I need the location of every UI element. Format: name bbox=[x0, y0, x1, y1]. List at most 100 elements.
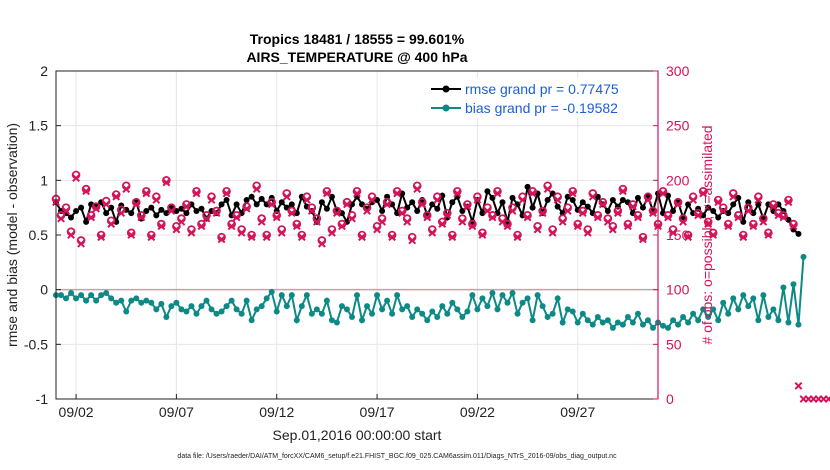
obs-assimilated-marker bbox=[162, 178, 171, 187]
bias-point bbox=[700, 306, 707, 313]
bias-point bbox=[298, 303, 305, 310]
bias-point bbox=[564, 306, 571, 313]
rmse-point bbox=[253, 201, 260, 208]
bias-point bbox=[660, 322, 667, 329]
bias-point bbox=[429, 308, 436, 315]
legend-box bbox=[427, 78, 653, 118]
bias-point bbox=[303, 292, 310, 299]
obs-assimilated-marker bbox=[167, 207, 176, 215]
obs-assimilated-marker bbox=[659, 189, 667, 198]
obs-assimilated-marker bbox=[649, 209, 657, 218]
rmse-point bbox=[569, 197, 576, 204]
y-right-tick-label: 300 bbox=[666, 63, 690, 79]
bias-point bbox=[354, 292, 360, 299]
obs-assimilated-marker bbox=[358, 233, 366, 242]
bias-point bbox=[529, 317, 536, 324]
obs-assimilated-marker bbox=[779, 213, 788, 222]
obs-assimilated-marker bbox=[348, 214, 356, 223]
obs-assimilated-marker bbox=[267, 200, 276, 209]
bias-point bbox=[238, 310, 245, 317]
obs-assimilated-marker bbox=[468, 222, 477, 231]
obs-assimilated-marker bbox=[147, 233, 156, 242]
y-tick-label: -1 bbox=[36, 391, 49, 407]
obs-assimilated-marker bbox=[493, 189, 502, 198]
bias-point bbox=[449, 299, 456, 306]
obs-assimilated-marker bbox=[338, 222, 346, 231]
rmse-point bbox=[243, 197, 250, 204]
bias-point bbox=[223, 303, 230, 310]
bias-point bbox=[589, 321, 596, 328]
bias-point bbox=[178, 306, 185, 313]
bias-point bbox=[63, 295, 70, 302]
rmse-point bbox=[634, 194, 641, 201]
bias-point bbox=[775, 317, 782, 324]
obs-assimilated-marker bbox=[177, 217, 186, 226]
bias-point bbox=[158, 300, 165, 307]
obs-assimilated-marker bbox=[669, 228, 677, 237]
obs-assimilated-marker bbox=[734, 213, 743, 222]
obs-assimilated-marker bbox=[403, 217, 412, 226]
bias-point bbox=[614, 319, 621, 326]
bias-point bbox=[293, 317, 300, 324]
rmse-point bbox=[715, 214, 722, 221]
obs-assimilated-marker bbox=[644, 196, 652, 204]
bias-point bbox=[379, 306, 386, 313]
bias-point bbox=[680, 314, 687, 320]
bias-point bbox=[288, 292, 295, 299]
obs-assimilated-marker bbox=[749, 222, 758, 231]
obs-assimilated-marker bbox=[413, 185, 422, 193]
bias-point bbox=[258, 303, 265, 310]
obs-assimilated-marker bbox=[538, 209, 547, 218]
bias-point bbox=[469, 292, 476, 299]
series-bias bbox=[53, 253, 807, 331]
bias-point bbox=[183, 308, 190, 315]
y-axis-label: rmse and bias (model - observation) bbox=[4, 123, 20, 347]
obs-assimilated-marker bbox=[684, 233, 693, 242]
bias-point bbox=[328, 317, 335, 324]
rmse-point bbox=[148, 204, 155, 211]
bias-point bbox=[213, 310, 220, 317]
rmse-point bbox=[509, 194, 516, 201]
rmse-point bbox=[665, 192, 672, 199]
bias-point bbox=[539, 303, 546, 310]
bias-point bbox=[665, 324, 672, 331]
rmse-point bbox=[379, 207, 386, 214]
x-tick-label: 09/07 bbox=[159, 404, 194, 420]
bias-point bbox=[434, 314, 441, 320]
obs-assimilated-marker bbox=[513, 233, 522, 242]
obs-assimilated-marker bbox=[453, 189, 462, 198]
bias-point bbox=[755, 317, 762, 324]
bias-point bbox=[524, 295, 531, 302]
rmse-point bbox=[198, 205, 205, 212]
bias-point bbox=[599, 319, 606, 326]
bias-point bbox=[790, 281, 797, 288]
rmse-point bbox=[604, 207, 611, 214]
bias-point bbox=[338, 303, 345, 310]
y-tick-label: 2 bbox=[40, 63, 48, 79]
x-axis-label: Sep.01,2016 00:00:00 start bbox=[273, 427, 442, 443]
bias-point bbox=[148, 299, 155, 306]
obs-assimilated-marker bbox=[543, 185, 552, 193]
obs-assimilated-marker bbox=[634, 213, 642, 222]
bias-point bbox=[113, 299, 120, 306]
x-tick-label: 09/22 bbox=[460, 404, 495, 420]
obs-assimilated-marker bbox=[794, 381, 803, 390]
bias-point bbox=[504, 299, 511, 306]
obs-assimilated-marker bbox=[433, 196, 442, 204]
obs-assimilated-marker bbox=[152, 196, 161, 204]
obs-assimilated-marker bbox=[237, 228, 246, 237]
bias-point bbox=[103, 289, 110, 296]
obs-assimilated-marker bbox=[704, 220, 713, 228]
data-file-footer: data file: /Users/raeder/DAI/ATM_forcXX/… bbox=[177, 453, 617, 460]
obs-assimilated-marker bbox=[769, 202, 778, 211]
obs-assimilated-marker bbox=[639, 235, 647, 244]
bias-point bbox=[765, 314, 772, 320]
bias-point bbox=[629, 319, 636, 326]
obs-assimilated-marker bbox=[583, 228, 592, 237]
obs-assimilated-marker bbox=[699, 189, 708, 198]
rmse-point bbox=[564, 193, 571, 200]
bias-point bbox=[559, 319, 566, 326]
obs-assimilated-marker bbox=[242, 204, 251, 213]
obs-assimilated-marker bbox=[77, 239, 85, 248]
